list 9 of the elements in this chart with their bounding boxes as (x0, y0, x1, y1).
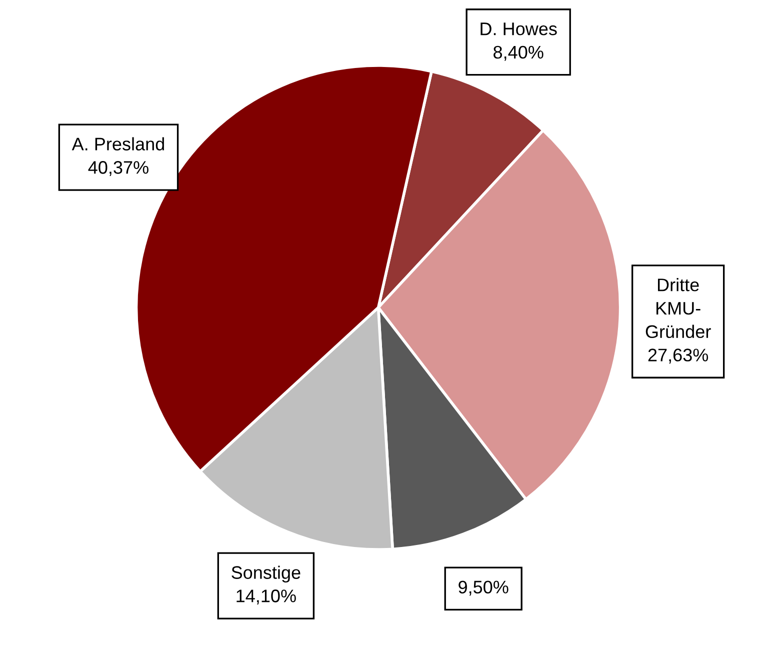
data-label: 27,63% (648, 348, 708, 364)
slice-label: Dritte KMU- Gründer (646, 278, 711, 338)
data-label: 8,40% (494, 46, 544, 61)
data-label: 40,37% (88, 161, 148, 176)
data-label: 14,10% (236, 590, 296, 604)
data-label: 9,50% (458, 580, 508, 596)
slice-label: A. Presland (72, 137, 164, 150)
slice-label: D. Howes (480, 22, 557, 36)
slice-label: Sonstige (232, 566, 300, 583)
